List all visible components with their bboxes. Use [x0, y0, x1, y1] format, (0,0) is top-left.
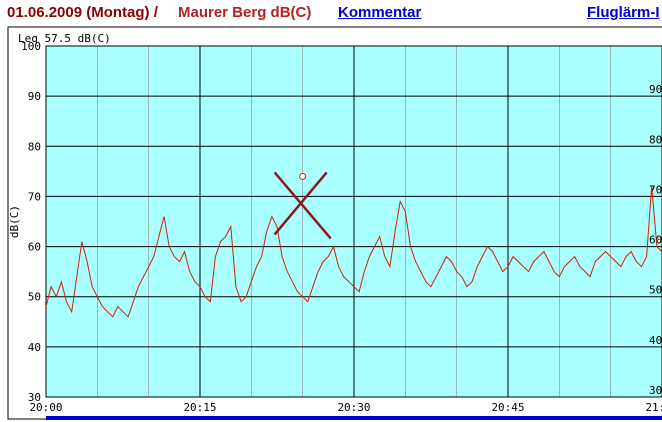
- chart-title: Leq 57.5 dB(C): [18, 32, 111, 45]
- y-tick-label-right: 50: [649, 284, 662, 297]
- y-tick-label: 100: [21, 40, 41, 53]
- y-tick-label-right: 80: [649, 133, 662, 146]
- y-tick-label: 50: [28, 291, 41, 304]
- y-tick-label-right: 30: [649, 384, 662, 397]
- kommentar-link[interactable]: Kommentar: [338, 4, 422, 21]
- x-tick-label: 20:15: [183, 401, 216, 414]
- date-label: 01.06.2009 (Montag) /: [7, 4, 158, 21]
- x-tick-label: 21:00: [645, 401, 662, 414]
- x-tick-label: 20:00: [29, 401, 62, 414]
- bottom-band: [46, 416, 662, 420]
- flug-link[interactable]: Fluglärm-I: [587, 4, 660, 21]
- y-tick-label-right: 40: [649, 334, 662, 347]
- y-tick-label: 30: [28, 391, 41, 404]
- y-axis-label: dB(C): [8, 205, 21, 238]
- page-header: 01.06.2009 (Montag) / Maurer Berg dB(C) …: [0, 0, 662, 26]
- event-marker-circle: [299, 172, 307, 180]
- y-tick-label-right: 60: [649, 234, 662, 247]
- x-tick-label: 20:45: [491, 401, 524, 414]
- y-tick-label: 40: [28, 341, 41, 354]
- data-series-line: [45, 186, 662, 318]
- y-tick-label: 70: [28, 190, 41, 203]
- y-tick-label: 60: [28, 241, 41, 254]
- y-tick-label: 80: [28, 140, 41, 153]
- x-marker-line: [273, 171, 332, 240]
- x-tick-label: 20:30: [337, 401, 370, 414]
- y-tick-label: 90: [28, 90, 41, 103]
- x-marker-line: [273, 171, 328, 236]
- y-tick-label-right: 90: [649, 83, 662, 96]
- station-title: Maurer Berg dB(C): [178, 4, 312, 21]
